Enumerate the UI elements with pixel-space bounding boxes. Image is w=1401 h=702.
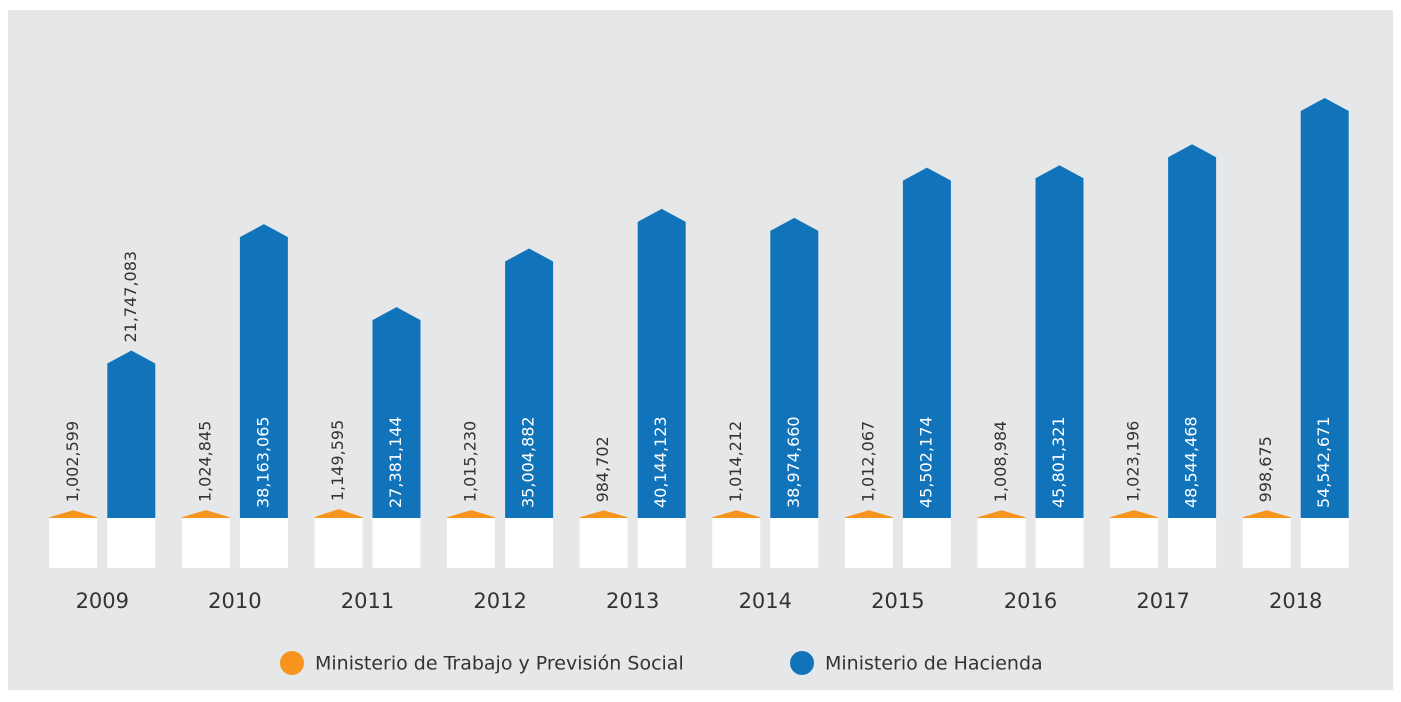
bar <box>239 224 288 519</box>
bar-base <box>505 518 554 568</box>
bar <box>844 510 893 518</box>
bar-base <box>579 518 628 568</box>
value-label: 1,014,212 <box>726 421 745 502</box>
bar-base <box>902 518 951 568</box>
bar <box>770 217 819 518</box>
x-tick-label: 2014 <box>739 589 792 613</box>
value-label: 45,801,321 <box>1049 416 1068 508</box>
bar-base <box>844 518 893 568</box>
bar <box>637 208 686 518</box>
bar-base <box>712 518 761 568</box>
bar-base <box>637 518 686 568</box>
bar-base <box>770 518 819 568</box>
bar-base <box>447 518 496 568</box>
chart-background <box>8 10 1393 690</box>
value-label: 38,974,660 <box>784 416 803 508</box>
value-label: 54,542,671 <box>1314 416 1333 508</box>
bar <box>107 350 156 518</box>
bar-base <box>1300 518 1349 568</box>
bar-base <box>1168 518 1217 568</box>
value-label: 40,144,123 <box>651 416 670 508</box>
value-label: 48,544,468 <box>1182 416 1201 508</box>
legend-label: Ministerio de Hacienda <box>825 653 1043 675</box>
value-label: 45,502,174 <box>916 416 935 508</box>
bar <box>1300 98 1349 518</box>
value-label: 1,012,067 <box>858 421 877 502</box>
bar <box>181 510 230 518</box>
bar-base <box>239 518 288 568</box>
bar <box>977 510 1026 518</box>
value-label: 1,023,196 <box>1124 421 1143 502</box>
value-label: 1,149,595 <box>328 420 347 501</box>
bar <box>1035 165 1084 518</box>
value-label: 1,008,984 <box>991 421 1010 502</box>
value-label: 21,747,083 <box>121 251 140 343</box>
bar <box>579 510 628 518</box>
value-label: 1,002,599 <box>63 421 82 502</box>
legend-swatch <box>280 651 304 675</box>
bar-base <box>181 518 230 568</box>
x-tick-label: 2018 <box>1269 589 1322 613</box>
value-label: 998,675 <box>1256 436 1275 502</box>
bar-base <box>977 518 1026 568</box>
bar-base <box>107 518 156 568</box>
bar-base <box>1242 518 1291 568</box>
bar <box>49 510 98 518</box>
x-tick-label: 2016 <box>1004 589 1057 613</box>
bar <box>902 167 951 518</box>
bar <box>372 307 421 518</box>
bar <box>1168 144 1217 518</box>
bar-base <box>372 518 421 568</box>
value-label: 984,702 <box>593 436 612 502</box>
value-label: 27,381,144 <box>386 416 405 508</box>
value-label: 38,163,065 <box>253 416 272 508</box>
bar <box>314 509 363 518</box>
x-tick-label: 2010 <box>208 589 261 613</box>
x-tick-label: 2015 <box>871 589 924 613</box>
x-tick-label: 2017 <box>1136 589 1189 613</box>
bar-base <box>314 518 363 568</box>
x-tick-label: 2011 <box>341 589 394 613</box>
bar <box>447 510 496 518</box>
x-tick-label: 2013 <box>606 589 659 613</box>
legend-swatch <box>790 651 814 675</box>
bar <box>1242 510 1291 518</box>
bar <box>712 510 761 518</box>
value-label: 1,015,230 <box>461 421 480 502</box>
x-tick-label: 2009 <box>76 589 129 613</box>
value-label: 35,004,882 <box>519 416 538 508</box>
bar-base <box>1110 518 1159 568</box>
bar <box>505 248 554 518</box>
bar-base <box>1035 518 1084 568</box>
bar <box>1110 510 1159 518</box>
value-label: 1,024,845 <box>195 421 214 502</box>
legend-label: Ministerio de Trabajo y Previsión Social <box>315 653 684 675</box>
x-tick-label: 2012 <box>473 589 526 613</box>
bar-base <box>49 518 98 568</box>
